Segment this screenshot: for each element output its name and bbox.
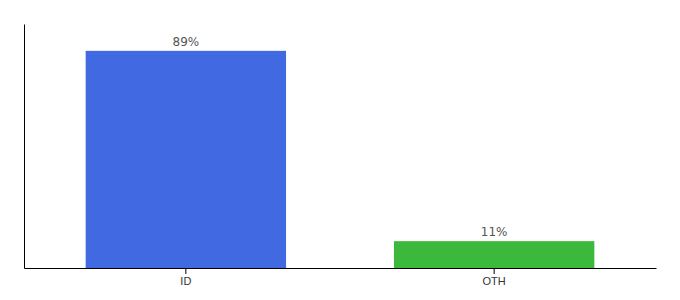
data-label: 89% <box>173 35 200 49</box>
chart-svg: ID OTH 89% 11% <box>0 0 680 300</box>
bar <box>86 51 286 268</box>
x-tick-label: ID <box>180 275 191 287</box>
y-axis-line <box>24 25 25 269</box>
data-label: 11% <box>481 225 508 239</box>
x-tick: OTH <box>483 268 506 287</box>
bar <box>394 241 594 268</box>
y-axis <box>24 25 25 269</box>
x-tick-mark <box>494 268 495 274</box>
bars <box>86 51 595 268</box>
plot-area: ID OTH 89% 11% <box>25 25 657 287</box>
x-axis-line <box>25 268 657 269</box>
chart-container: ID OTH 89% 11% <box>0 0 680 300</box>
data-labels: 89% 11% <box>173 35 508 239</box>
x-tick: ID <box>180 268 191 287</box>
x-tick-mark <box>185 268 186 274</box>
x-tick-label: OTH <box>483 275 506 287</box>
x-axis: ID OTH <box>25 268 657 287</box>
